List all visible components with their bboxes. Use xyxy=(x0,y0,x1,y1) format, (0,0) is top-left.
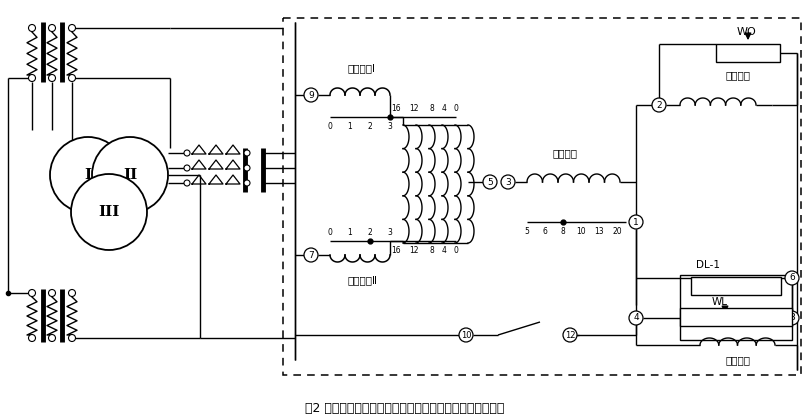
Text: 0: 0 xyxy=(327,122,332,130)
Text: 13: 13 xyxy=(595,227,603,235)
Circle shape xyxy=(69,290,75,297)
Text: 短路绕组: 短路绕组 xyxy=(726,70,751,80)
Circle shape xyxy=(69,75,75,82)
Circle shape xyxy=(28,290,36,297)
Text: WL: WL xyxy=(712,297,728,307)
Text: 图2 继电器内部接线及保护三绕组电力变压器的原理接线图: 图2 继电器内部接线及保护三绕组电力变压器的原理接线图 xyxy=(305,401,505,414)
Circle shape xyxy=(28,334,36,341)
Text: 5: 5 xyxy=(525,227,530,235)
Circle shape xyxy=(563,328,577,342)
Text: 12: 12 xyxy=(409,103,419,112)
Circle shape xyxy=(49,24,56,31)
Text: 1: 1 xyxy=(347,228,352,236)
Text: 8: 8 xyxy=(429,246,434,254)
Circle shape xyxy=(50,137,126,213)
Circle shape xyxy=(69,334,75,341)
Circle shape xyxy=(71,174,147,250)
Text: I: I xyxy=(84,168,92,182)
Bar xyxy=(680,308,792,326)
Text: 二次绕组: 二次绕组 xyxy=(726,355,751,365)
Text: 3: 3 xyxy=(505,178,511,186)
Text: 4: 4 xyxy=(633,313,639,323)
Circle shape xyxy=(244,180,250,186)
Text: 8: 8 xyxy=(789,313,795,323)
Text: 平衡绕组Ⅱ: 平衡绕组Ⅱ xyxy=(347,275,377,285)
Circle shape xyxy=(49,75,56,82)
Circle shape xyxy=(244,165,250,171)
Text: 10: 10 xyxy=(576,227,586,235)
Text: 10: 10 xyxy=(461,331,471,339)
Text: 4: 4 xyxy=(441,246,446,254)
Circle shape xyxy=(28,75,36,82)
Circle shape xyxy=(501,175,515,189)
Text: 1: 1 xyxy=(347,122,352,130)
Bar xyxy=(680,275,792,340)
Circle shape xyxy=(49,334,56,341)
Text: 工作绕组: 工作绕组 xyxy=(552,148,578,158)
Text: 16: 16 xyxy=(391,103,401,112)
Circle shape xyxy=(92,137,168,213)
Text: 12: 12 xyxy=(409,246,419,254)
Text: 6: 6 xyxy=(789,274,795,282)
Text: 4: 4 xyxy=(441,103,446,112)
Circle shape xyxy=(49,290,56,297)
Circle shape xyxy=(69,24,75,31)
Text: 9: 9 xyxy=(308,91,314,99)
Text: 2: 2 xyxy=(368,122,373,130)
Text: 平衡绕组Ⅰ: 平衡绕组Ⅰ xyxy=(348,63,376,73)
Text: 0: 0 xyxy=(454,246,458,254)
Bar xyxy=(691,277,781,295)
Circle shape xyxy=(304,248,318,262)
Text: 16: 16 xyxy=(391,246,401,254)
Text: 8: 8 xyxy=(429,103,434,112)
Circle shape xyxy=(652,98,666,112)
Bar xyxy=(716,44,780,62)
Text: 6: 6 xyxy=(543,227,548,235)
Text: 7: 7 xyxy=(308,251,314,259)
Text: 20: 20 xyxy=(612,227,622,235)
Circle shape xyxy=(629,311,643,325)
Circle shape xyxy=(184,180,190,186)
Circle shape xyxy=(304,88,318,102)
Circle shape xyxy=(184,165,190,171)
Text: 2: 2 xyxy=(368,228,373,236)
Circle shape xyxy=(184,150,190,156)
Circle shape xyxy=(785,311,799,325)
Circle shape xyxy=(785,271,799,285)
Text: 0: 0 xyxy=(454,103,458,112)
Text: 12: 12 xyxy=(565,331,575,339)
Text: 1: 1 xyxy=(633,217,639,227)
Text: 2: 2 xyxy=(656,101,662,109)
Circle shape xyxy=(483,175,497,189)
Circle shape xyxy=(244,150,250,156)
Text: II: II xyxy=(123,168,137,182)
Text: 8: 8 xyxy=(561,227,565,235)
Text: DL-1: DL-1 xyxy=(696,260,720,270)
Circle shape xyxy=(459,328,473,342)
Text: 3: 3 xyxy=(387,228,392,236)
Circle shape xyxy=(28,24,36,31)
Text: III: III xyxy=(98,205,120,219)
Text: 3: 3 xyxy=(387,122,392,130)
Text: WO: WO xyxy=(737,27,757,37)
Text: 5: 5 xyxy=(487,178,492,186)
Text: 0: 0 xyxy=(327,228,332,236)
Circle shape xyxy=(629,215,643,229)
